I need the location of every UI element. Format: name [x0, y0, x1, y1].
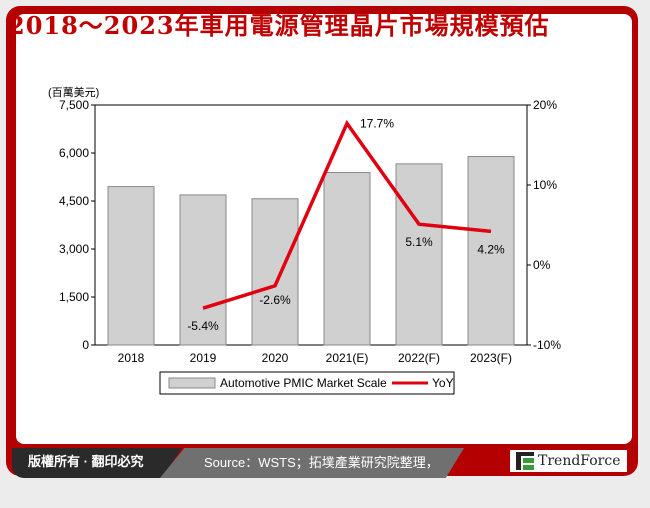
- trendforce-logo-icon: [516, 452, 534, 470]
- data-label: -5.4%: [187, 319, 219, 333]
- y2-tick-label: 10%: [533, 178, 557, 192]
- trendforce-logo: TrendForce: [510, 450, 627, 472]
- legend-bar-label: Automotive PMIC Market Scale: [220, 376, 387, 390]
- bar: [251, 198, 299, 346]
- y2-tick-label: 20%: [533, 98, 557, 112]
- data-label: 17.7%: [360, 116, 394, 130]
- bar: [467, 156, 515, 346]
- y-tick-label: 0: [82, 338, 89, 352]
- bar: [179, 194, 227, 346]
- x-tick-label: 2022(F): [398, 351, 440, 365]
- plot-area: [94, 104, 528, 346]
- chart: (百萬美元) 0 1,500 3,000 4,500 6,000 7,500 -10% 0% 10…: [48, 86, 561, 395]
- legend-line-label: YoY: [432, 376, 454, 390]
- data-label: -2.6%: [259, 293, 291, 307]
- y-tick-label: 1,500: [59, 290, 89, 304]
- y2-tick-label: -10%: [533, 338, 561, 352]
- y-axis-label: (百萬美元): [48, 86, 99, 99]
- x-tick-label: 2018: [118, 351, 145, 365]
- x-tick-label: 2021(E): [326, 351, 369, 365]
- y-tick-label: 6,000: [59, 146, 89, 160]
- y-tick-label: 7,500: [59, 98, 89, 112]
- bar: [107, 186, 155, 346]
- data-label: 4.2%: [477, 242, 505, 256]
- x-tick-label: 2019: [190, 351, 217, 365]
- y2-tick-label: 0%: [533, 258, 551, 272]
- x-tick-label: 2023(F): [470, 351, 512, 365]
- x-tick-label: 2020: [262, 351, 289, 365]
- y-tick-label: 3,000: [59, 242, 89, 256]
- bar: [395, 163, 443, 346]
- legend-bar-swatch: [168, 377, 216, 389]
- logo-text: TrendForce: [538, 453, 621, 469]
- legend: [159, 371, 455, 395]
- y-tick-label: 4,500: [59, 194, 89, 208]
- source-text: Source：WSTS；拓墣產業研究院整理，2021/08: [160, 448, 464, 478]
- data-label: 5.1%: [405, 235, 433, 249]
- chart-title: 2018～2023年車用電源管理晶片市場規模預估: [8, 11, 550, 40]
- copyright-text: 版權所有 · 翻印必究: [12, 448, 182, 478]
- bar: [323, 172, 371, 346]
- yoy-line: [202, 119, 492, 310]
